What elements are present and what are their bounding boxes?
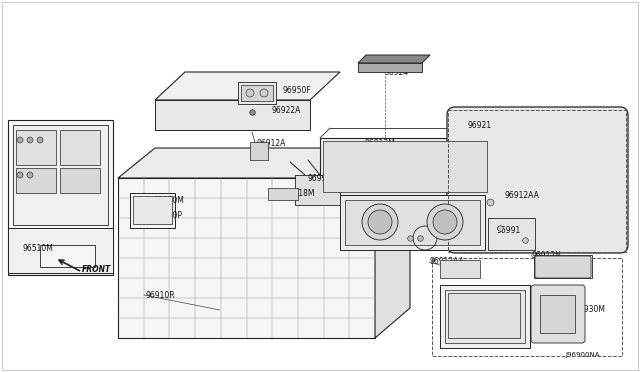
Polygon shape	[440, 260, 480, 278]
Bar	[133, 196, 172, 224]
Text: 96991: 96991	[497, 225, 521, 234]
Bar	[130, 193, 175, 228]
Circle shape	[368, 210, 392, 234]
Text: 96930M: 96930M	[575, 305, 606, 314]
Bar	[60, 130, 100, 165]
Polygon shape	[445, 290, 525, 343]
Polygon shape	[345, 200, 480, 245]
Text: 68810M: 68810M	[75, 190, 106, 199]
Polygon shape	[488, 218, 535, 250]
Text: 96922A: 96922A	[272, 106, 301, 115]
Text: 96921: 96921	[468, 121, 492, 129]
Bar	[8, 228, 113, 273]
Polygon shape	[118, 178, 375, 338]
Bar	[16, 168, 56, 193]
Polygon shape	[118, 148, 410, 178]
Text: 96912N: 96912N	[532, 250, 562, 260]
Text: 96912AA: 96912AA	[430, 257, 465, 266]
Circle shape	[362, 204, 398, 240]
Text: 68430M: 68430M	[153, 196, 184, 205]
Circle shape	[260, 89, 268, 97]
Text: FRONT: FRONT	[82, 266, 111, 275]
Polygon shape	[358, 63, 422, 72]
Text: 96990M: 96990M	[308, 173, 339, 183]
Text: 96512P: 96512P	[540, 294, 569, 302]
Polygon shape	[358, 55, 430, 63]
Text: 96950P: 96950P	[153, 211, 182, 219]
Circle shape	[17, 137, 23, 143]
FancyBboxPatch shape	[447, 107, 628, 253]
Text: 96941: 96941	[22, 218, 46, 227]
Circle shape	[27, 172, 33, 178]
Polygon shape	[375, 148, 410, 338]
Polygon shape	[448, 293, 520, 338]
Polygon shape	[320, 138, 490, 195]
Circle shape	[37, 137, 43, 143]
Circle shape	[27, 137, 33, 143]
Text: 96912A: 96912A	[257, 138, 286, 148]
Text: 96913M: 96913M	[365, 138, 396, 148]
Bar	[16, 130, 56, 165]
Circle shape	[17, 172, 23, 178]
Circle shape	[433, 210, 457, 234]
Text: 28318M: 28318M	[285, 189, 316, 198]
Bar	[268, 188, 298, 200]
Bar	[448, 110, 626, 252]
Bar	[238, 82, 276, 104]
Text: 96912AA: 96912AA	[505, 190, 540, 199]
Polygon shape	[155, 100, 310, 130]
FancyBboxPatch shape	[531, 285, 585, 343]
Text: 96950F: 96950F	[283, 86, 312, 94]
Text: 96919A: 96919A	[390, 180, 419, 189]
Text: 96510M: 96510M	[22, 244, 53, 253]
Polygon shape	[295, 175, 340, 205]
Text: 96910R: 96910R	[145, 291, 175, 299]
Polygon shape	[155, 72, 340, 100]
Text: 96515: 96515	[536, 315, 560, 324]
Bar	[432, 258, 622, 356]
Polygon shape	[534, 255, 592, 278]
Text: 96911: 96911	[360, 228, 384, 237]
Text: SEC.25I: SEC.25I	[405, 228, 434, 237]
Bar	[250, 142, 268, 160]
Circle shape	[246, 89, 254, 97]
Bar	[40, 245, 95, 267]
Circle shape	[427, 204, 463, 240]
Text: 96924: 96924	[385, 67, 409, 77]
Bar	[540, 295, 575, 333]
Polygon shape	[340, 195, 485, 250]
Bar	[241, 85, 273, 101]
FancyBboxPatch shape	[535, 256, 591, 278]
Polygon shape	[323, 141, 487, 192]
Polygon shape	[440, 285, 530, 348]
Bar	[60, 168, 100, 193]
Bar	[13, 125, 108, 225]
Bar	[8, 120, 113, 275]
Text: J96900NA: J96900NA	[565, 352, 600, 358]
